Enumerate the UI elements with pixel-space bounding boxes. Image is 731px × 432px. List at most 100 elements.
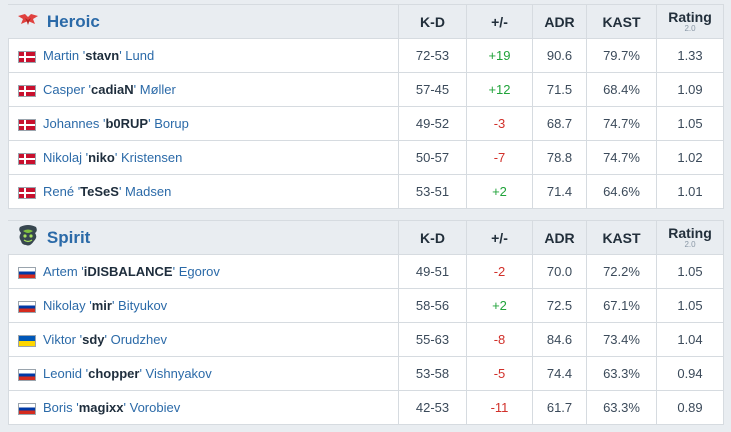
player-last-name: Madsen xyxy=(125,184,172,199)
player-first-name: Casper xyxy=(43,82,85,97)
rating-cell: 0.89 xyxy=(656,390,724,425)
player-last-name: Bityukov xyxy=(118,298,168,313)
rating-version: 2.0 xyxy=(684,23,696,33)
kd-cell: 42-53 xyxy=(398,390,467,425)
flag-ru-icon xyxy=(18,266,36,279)
player-first-name: Leonid xyxy=(43,366,83,381)
rating-cell: 1.05 xyxy=(656,106,724,141)
table-header-row: Heroic K-D +/- ADR KAST Rating 2.0 xyxy=(8,4,724,39)
adr-cell: 68.7 xyxy=(532,106,587,141)
plus-minus-cell: +2 xyxy=(466,288,533,323)
rating-cell: 1.05 xyxy=(656,254,724,289)
flag-dk-icon xyxy=(18,152,36,165)
adr-cell: 61.7 xyxy=(532,390,587,425)
kd-column-header: K-D xyxy=(398,4,467,39)
rating-label: Rating xyxy=(668,8,712,25)
team-header[interactable]: Spirit xyxy=(8,220,399,255)
plus-minus-cell: -8 xyxy=(466,322,533,357)
player-row: Leonid 'chopper' Vishnyakov 53-58 -5 74.4 63… xyxy=(8,356,724,391)
player-last-name: Møller xyxy=(139,82,176,97)
player-row: Viktor 'sdy' Orudzhev 55-63 -8 84.6 73.4% 1.0… xyxy=(8,322,724,357)
player-cell: Casper 'cadiaN' Møller xyxy=(8,72,399,107)
flag-dk-icon xyxy=(18,186,36,199)
kast-cell: 73.4% xyxy=(586,322,657,357)
player-cell: Leonid 'chopper' Vishnyakov xyxy=(8,356,399,391)
player-link[interactable]: Artem 'iDISBALANCE' Egorov xyxy=(43,264,220,279)
flag-ru-icon xyxy=(18,402,36,415)
plus-minus-cell: +2 xyxy=(466,174,533,209)
heroic-logo-icon xyxy=(17,13,39,30)
player-link[interactable]: Johannes 'b0RUP' Borup xyxy=(43,116,189,131)
kast-column-header: KAST xyxy=(586,220,657,255)
kd-cell: 57-45 xyxy=(398,72,467,107)
player-first-name: Viktor xyxy=(43,332,76,347)
plus-minus-column-header: +/- xyxy=(466,4,533,39)
adr-cell: 72.5 xyxy=(532,288,587,323)
team-stats-table-spirit: Spirit K-D +/- ADR KAST Rating 2.0 Artem… xyxy=(8,220,724,425)
rating-label: Rating xyxy=(668,224,712,241)
table-header-row: Spirit K-D +/- ADR KAST Rating 2.0 xyxy=(8,220,724,255)
player-link[interactable]: Boris 'magixx' Vorobiev xyxy=(43,400,181,415)
player-link[interactable]: Casper 'cadiaN' Møller xyxy=(43,82,176,97)
kast-column-header: KAST xyxy=(586,4,657,39)
player-nickname: TeSeS xyxy=(80,184,119,199)
player-link[interactable]: Nikolay 'mir' Bityukov xyxy=(43,298,168,313)
adr-cell: 70.0 xyxy=(532,254,587,289)
player-cell: Artem 'iDISBALANCE' Egorov xyxy=(8,254,399,289)
player-link[interactable]: Leonid 'chopper' Vishnyakov xyxy=(43,366,212,381)
player-first-name: Boris xyxy=(43,400,73,415)
plus-minus-cell: -3 xyxy=(466,106,533,141)
rating-cell: 1.04 xyxy=(656,322,724,357)
team-header[interactable]: Heroic xyxy=(8,4,399,39)
adr-cell: 71.4 xyxy=(532,174,587,209)
player-last-name: Egorov xyxy=(178,264,220,279)
player-link[interactable]: Viktor 'sdy' Orudzhev xyxy=(43,332,167,347)
team-name[interactable]: Spirit xyxy=(46,227,91,247)
player-link[interactable]: René 'TeSeS' Madsen xyxy=(43,184,172,199)
kd-cell: 49-52 xyxy=(398,106,467,141)
player-row: Martin 'stavn' Lund 72-53 +19 90.6 79.7% 1.33 xyxy=(8,38,724,73)
adr-column-header: ADR xyxy=(532,4,587,39)
kast-cell: 63.3% xyxy=(586,390,657,425)
flag-dk-icon xyxy=(18,84,36,97)
player-nickname: cadiaN xyxy=(91,82,134,97)
kd-cell: 49-51 xyxy=(398,254,467,289)
kast-cell: 64.6% xyxy=(586,174,657,209)
rating-cell: 1.33 xyxy=(656,38,724,73)
player-row: Johannes 'b0RUP' Borup 49-52 -3 68.7 74.7% 1.… xyxy=(8,106,724,141)
player-first-name: Johannes xyxy=(43,116,100,131)
kast-cell: 63.3% xyxy=(586,356,657,391)
plus-minus-cell: +12 xyxy=(466,72,533,107)
flag-ru-icon xyxy=(18,300,36,313)
player-cell: Boris 'magixx' Vorobiev xyxy=(8,390,399,425)
player-nickname: mir xyxy=(91,298,112,313)
team-stats-table-heroic: Heroic K-D +/- ADR KAST Rating 2.0 Marti… xyxy=(8,4,724,209)
adr-cell: 90.6 xyxy=(532,38,587,73)
player-link[interactable]: Martin 'stavn' Lund xyxy=(43,48,155,63)
kd-column-header: K-D xyxy=(398,220,467,255)
player-cell: Nikolaj 'niko' Kristensen xyxy=(8,140,399,175)
flag-dk-icon xyxy=(18,50,36,63)
rating-cell: 1.01 xyxy=(656,174,724,209)
flag-dk-icon xyxy=(18,118,36,131)
player-cell: Johannes 'b0RUP' Borup xyxy=(8,106,399,141)
player-first-name: Artem xyxy=(43,264,78,279)
kd-cell: 72-53 xyxy=(398,38,467,73)
player-row: Boris 'magixx' Vorobiev 42-53 -11 61.7 63.3%… xyxy=(8,390,724,425)
plus-minus-cell: -5 xyxy=(466,356,533,391)
player-cell: René 'TeSeS' Madsen xyxy=(8,174,399,209)
kast-cell: 74.7% xyxy=(586,140,657,175)
player-last-name: Kristensen xyxy=(120,150,183,165)
player-link[interactable]: Nikolaj 'niko' Kristensen xyxy=(43,150,183,165)
player-nickname: sdy xyxy=(82,332,105,347)
plus-minus-cell: +19 xyxy=(466,38,533,73)
player-row: Artem 'iDISBALANCE' Egorov 49-51 -2 70.0 72.… xyxy=(8,254,724,289)
rating-column-header: Rating 2.0 xyxy=(656,220,724,255)
player-last-name: Borup xyxy=(154,116,189,131)
kd-cell: 53-51 xyxy=(398,174,467,209)
team-name[interactable]: Heroic xyxy=(46,11,100,31)
plus-minus-cell: -11 xyxy=(466,390,533,425)
player-row: René 'TeSeS' Madsen 53-51 +2 71.4 64.6% 1.01 xyxy=(8,174,724,209)
adr-cell: 84.6 xyxy=(532,322,587,357)
player-last-name: Vorobiev xyxy=(129,400,181,415)
